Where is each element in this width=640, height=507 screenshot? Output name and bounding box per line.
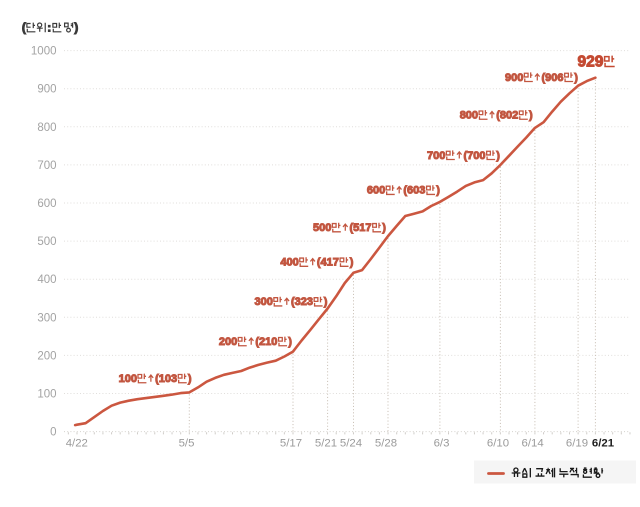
svg-text:6/3: 6/3 <box>434 438 450 450</box>
svg-text:5/5: 5/5 <box>179 438 195 450</box>
svg-text:(103: (103 <box>155 373 177 385</box>
svg-text:(210: (210 <box>255 336 277 348</box>
svg-text:(906: (906 <box>542 72 564 84</box>
svg-text:(700: (700 <box>464 150 486 162</box>
svg-text:500: 500 <box>37 236 56 248</box>
svg-text:100: 100 <box>119 373 137 385</box>
svg-text:700: 700 <box>37 160 56 172</box>
svg-text:(603: (603 <box>403 185 425 197</box>
svg-text:(802: (802 <box>496 110 518 122</box>
svg-text:800: 800 <box>37 122 56 134</box>
svg-text:): ) <box>382 222 386 234</box>
svg-text:500: 500 <box>313 222 331 234</box>
svg-text:900: 900 <box>505 72 523 84</box>
svg-text:800: 800 <box>460 110 478 122</box>
svg-text:300: 300 <box>255 296 273 308</box>
svg-text::: : <box>47 20 51 34</box>
svg-text:900: 900 <box>37 84 56 96</box>
svg-text:): ) <box>350 257 354 269</box>
svg-text:100: 100 <box>37 389 56 401</box>
svg-text:5/24: 5/24 <box>340 438 362 450</box>
svg-text:(517: (517 <box>350 222 372 234</box>
svg-text:929: 929 <box>578 54 604 71</box>
svg-text:600: 600 <box>367 185 385 197</box>
svg-text:400: 400 <box>37 274 56 286</box>
svg-text:700: 700 <box>427 150 445 162</box>
svg-text:5/28: 5/28 <box>375 438 397 450</box>
svg-text:): ) <box>436 185 440 197</box>
svg-text:): ) <box>74 20 78 34</box>
svg-text:200: 200 <box>37 350 56 362</box>
svg-text:200: 200 <box>219 336 237 348</box>
svg-text:0: 0 <box>50 427 56 439</box>
svg-text:300: 300 <box>37 312 56 324</box>
svg-text:(323: (323 <box>291 296 313 308</box>
svg-text:6/19: 6/19 <box>566 438 588 450</box>
svg-text:(: ( <box>22 20 26 34</box>
svg-text:600: 600 <box>37 198 56 210</box>
svg-text:4/22: 4/22 <box>66 438 88 450</box>
svg-text:5/21: 5/21 <box>315 438 337 450</box>
svg-text:): ) <box>529 110 533 122</box>
svg-text:): ) <box>324 296 328 308</box>
svg-text:400: 400 <box>280 257 298 269</box>
svg-text:5/17: 5/17 <box>280 438 302 450</box>
svg-text:1000: 1000 <box>31 46 57 58</box>
svg-text:): ) <box>574 72 578 84</box>
svg-text:): ) <box>288 336 292 348</box>
svg-text:): ) <box>188 373 192 385</box>
svg-text:6/21: 6/21 <box>592 438 615 450</box>
svg-text:6/10: 6/10 <box>487 438 509 450</box>
svg-text:6/14: 6/14 <box>522 438 544 450</box>
svg-text:(417: (417 <box>317 257 339 269</box>
svg-text:): ) <box>496 150 500 162</box>
